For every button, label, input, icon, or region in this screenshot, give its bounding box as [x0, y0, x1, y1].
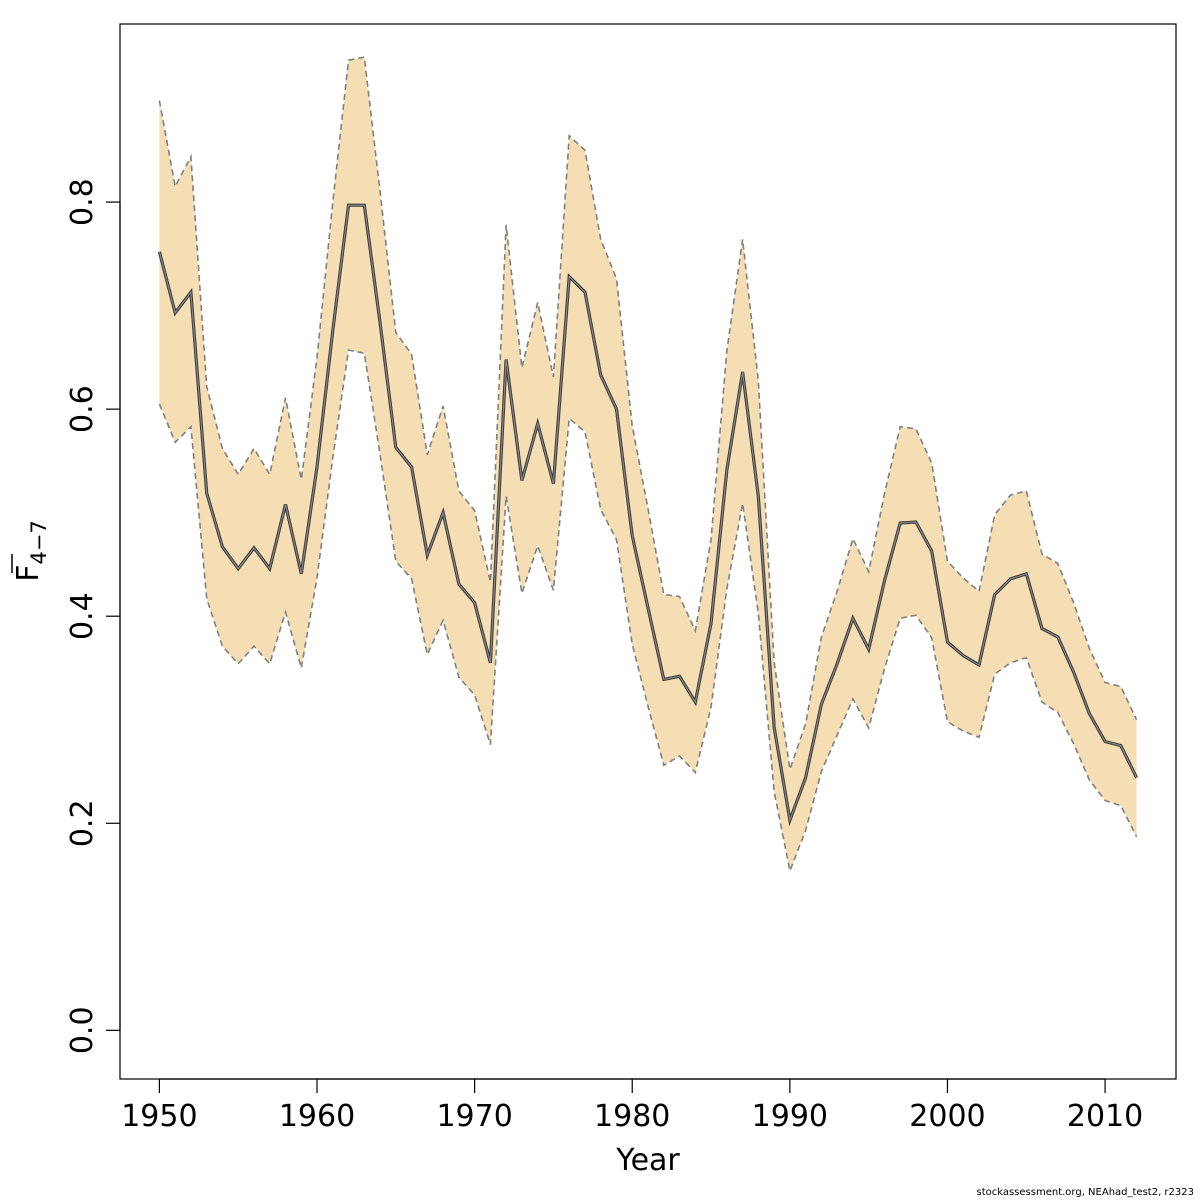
x-tick-label: 2000 — [909, 1099, 985, 1134]
x-tick-label: 1950 — [121, 1099, 197, 1134]
y-tick-label: 0.0 — [65, 1006, 100, 1054]
x-axis: 1950 1960 1970 1980 1990 2000 2010 — [121, 1078, 1143, 1134]
confidence-band — [159, 57, 1137, 871]
y-tick-label: 0.6 — [65, 385, 100, 433]
svg-text:F4−7: F4−7 — [11, 520, 51, 582]
estimate-line — [158, 204, 1138, 823]
y-tick-label: 0.4 — [65, 592, 100, 640]
x-tick-label: 1980 — [594, 1099, 670, 1134]
x-tick-label: 1960 — [279, 1099, 355, 1134]
y-axis-title-main: F — [11, 565, 46, 582]
y-tick-label: 0.8 — [65, 178, 100, 226]
plot-area — [157, 56, 1139, 874]
x-axis-title: Year — [615, 1143, 680, 1178]
lower-bound-line — [158, 349, 1138, 874]
y-axis-title-sub: 4−7 — [27, 520, 51, 564]
y-tick-label: 0.2 — [65, 799, 100, 847]
x-tick-label: 1990 — [752, 1099, 828, 1134]
y-axis-title: F4−7 — [11, 520, 51, 582]
y-axis: 0.0 0.2 0.4 0.6 0.8 — [65, 178, 121, 1054]
credit-note: stockassessment.org, NEAhad_test2, r2323 — [976, 1187, 1194, 1198]
upper-bound-line — [158, 56, 1138, 770]
x-tick-label: 2010 — [1067, 1099, 1143, 1134]
x-tick-label: 1970 — [436, 1099, 512, 1134]
